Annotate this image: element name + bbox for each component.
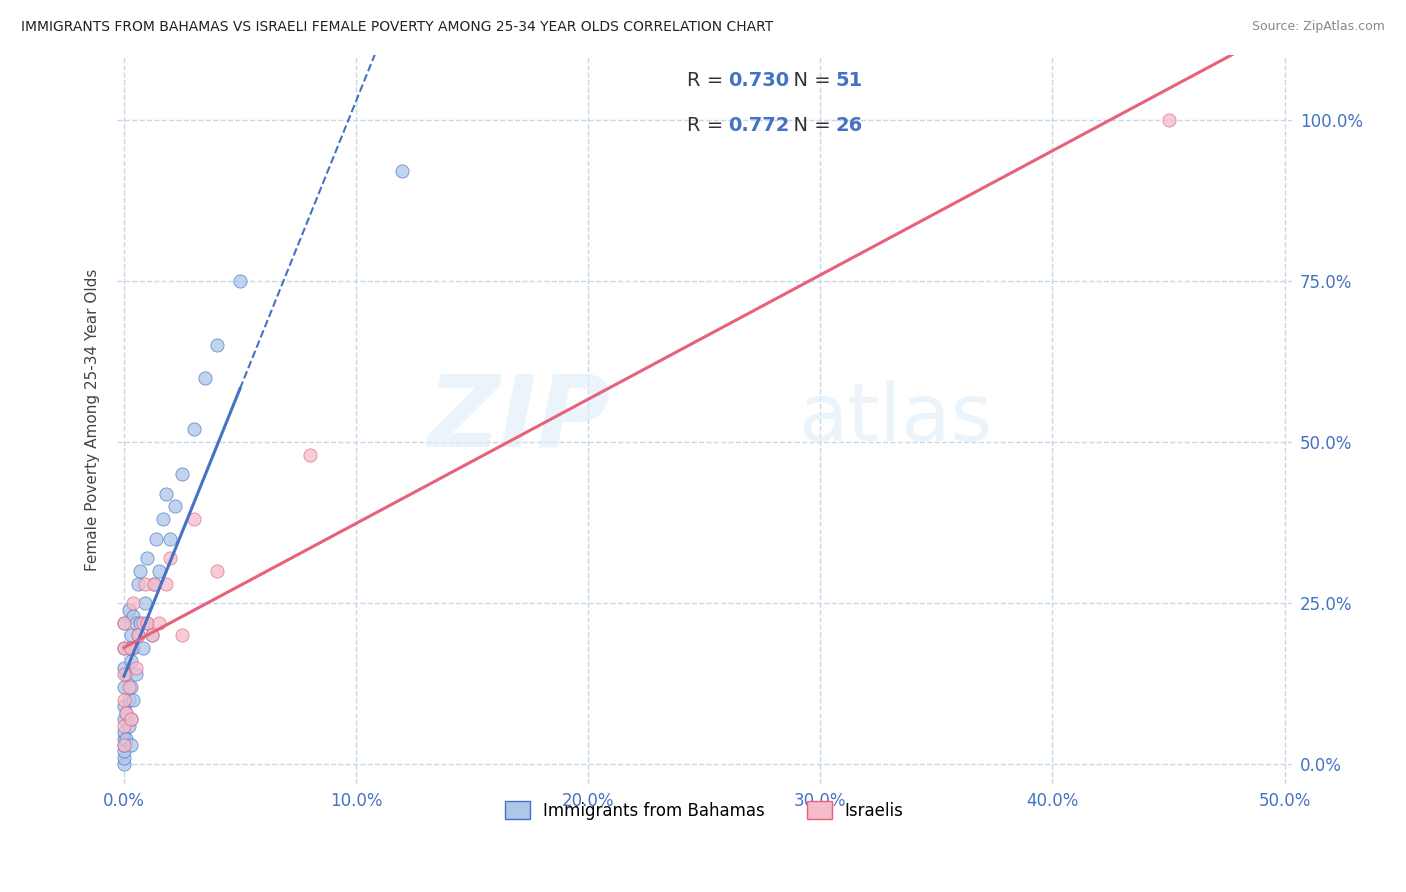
- Point: [112, 641, 135, 656]
- Point: [112, 667, 135, 681]
- Point: [120, 628, 142, 642]
- Point: [124, 667, 146, 681]
- Text: R =: R =: [686, 71, 730, 90]
- Point: [124, 661, 146, 675]
- Text: 26: 26: [835, 116, 863, 136]
- Point: [112, 738, 135, 752]
- Point: [112, 725, 135, 739]
- Point: [117, 602, 139, 616]
- Point: [129, 564, 152, 578]
- Point: [131, 615, 153, 630]
- Point: [115, 667, 138, 681]
- Text: ZIP: ZIP: [427, 371, 610, 468]
- Point: [170, 628, 193, 642]
- Text: atlas: atlas: [799, 380, 993, 458]
- Point: [131, 641, 153, 656]
- Point: [115, 706, 138, 720]
- Point: [117, 693, 139, 707]
- Point: [127, 628, 149, 642]
- Point: [115, 706, 138, 720]
- Point: [122, 641, 145, 656]
- Point: [391, 164, 413, 178]
- Point: [145, 532, 167, 546]
- Point: [117, 641, 139, 656]
- Text: Source: ZipAtlas.com: Source: ZipAtlas.com: [1251, 20, 1385, 33]
- Point: [112, 693, 135, 707]
- Point: [205, 338, 228, 352]
- Point: [112, 680, 135, 694]
- Point: [148, 564, 170, 578]
- Point: [112, 719, 135, 733]
- Text: N =: N =: [780, 116, 837, 136]
- Point: [120, 680, 142, 694]
- Point: [183, 512, 205, 526]
- Point: [170, 467, 193, 482]
- Point: [155, 577, 177, 591]
- Point: [143, 577, 166, 591]
- Point: [120, 712, 142, 726]
- Point: [152, 512, 174, 526]
- Point: [115, 731, 138, 746]
- Point: [136, 615, 159, 630]
- Text: IMMIGRANTS FROM BAHAMAS VS ISRAELI FEMALE POVERTY AMONG 25-34 YEAR OLDS CORRELAT: IMMIGRANTS FROM BAHAMAS VS ISRAELI FEMAL…: [21, 20, 773, 34]
- Point: [148, 615, 170, 630]
- Point: [129, 615, 152, 630]
- Legend: Immigrants from Bahamas, Israelis: Immigrants from Bahamas, Israelis: [498, 795, 911, 826]
- Point: [124, 615, 146, 630]
- Point: [112, 731, 135, 746]
- Point: [112, 661, 135, 675]
- Point: [134, 596, 156, 610]
- Text: N =: N =: [780, 71, 837, 90]
- Point: [112, 738, 135, 752]
- Text: 0.730: 0.730: [728, 71, 789, 90]
- Point: [117, 680, 139, 694]
- Y-axis label: Female Poverty Among 25-34 Year Olds: Female Poverty Among 25-34 Year Olds: [86, 268, 100, 571]
- Point: [1157, 112, 1180, 127]
- Text: 51: 51: [835, 71, 863, 90]
- Point: [136, 615, 159, 630]
- Point: [120, 712, 142, 726]
- Point: [112, 712, 135, 726]
- Text: 0.772: 0.772: [728, 116, 789, 136]
- Point: [120, 654, 142, 668]
- Point: [134, 577, 156, 591]
- Point: [141, 628, 163, 642]
- Point: [298, 448, 321, 462]
- Point: [112, 615, 135, 630]
- Point: [117, 719, 139, 733]
- Point: [143, 577, 166, 591]
- Point: [122, 596, 145, 610]
- Point: [112, 699, 135, 714]
- Point: [159, 551, 181, 566]
- Point: [112, 744, 135, 758]
- Point: [112, 615, 135, 630]
- Point: [141, 628, 163, 642]
- Point: [205, 564, 228, 578]
- Point: [194, 370, 217, 384]
- Point: [229, 274, 252, 288]
- Point: [127, 628, 149, 642]
- Point: [127, 577, 149, 591]
- Text: R =: R =: [686, 116, 730, 136]
- Point: [136, 551, 159, 566]
- Point: [112, 757, 135, 772]
- Point: [120, 641, 142, 656]
- Point: [112, 751, 135, 765]
- Point: [183, 422, 205, 436]
- Point: [122, 693, 145, 707]
- Point: [120, 738, 142, 752]
- Point: [155, 486, 177, 500]
- Point: [112, 641, 135, 656]
- Point: [122, 609, 145, 624]
- Point: [159, 532, 181, 546]
- Point: [163, 500, 186, 514]
